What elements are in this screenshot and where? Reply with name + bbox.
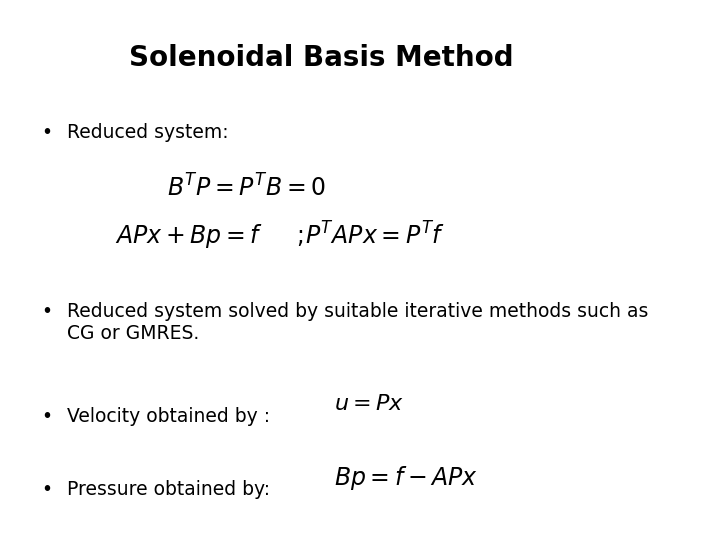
Text: Solenoidal Basis Method: Solenoidal Basis Method [130, 44, 514, 72]
Text: •: • [42, 123, 53, 141]
Text: $;$: $;$ [296, 224, 303, 248]
Text: Pressure obtained by:: Pressure obtained by: [67, 481, 270, 500]
Text: •: • [42, 301, 53, 321]
Text: Reduced system:: Reduced system: [67, 123, 228, 141]
Text: $P^T APx = P^T f$: $P^T APx = P^T f$ [305, 222, 446, 249]
Text: $Bp = f - APx$: $Bp = f - APx$ [334, 464, 479, 492]
Text: Velocity obtained by :: Velocity obtained by : [67, 407, 270, 426]
Text: $APx + Bp = f$: $APx + Bp = f$ [115, 222, 264, 250]
Text: $B^T P = P^T B = 0$: $B^T P = P^T B = 0$ [166, 175, 326, 202]
Text: Reduced system solved by suitable iterative methods such as
CG or GMRES.: Reduced system solved by suitable iterat… [67, 301, 648, 342]
Text: •: • [42, 407, 53, 426]
Text: $u = Px$: $u = Px$ [334, 394, 405, 414]
Text: •: • [42, 481, 53, 500]
